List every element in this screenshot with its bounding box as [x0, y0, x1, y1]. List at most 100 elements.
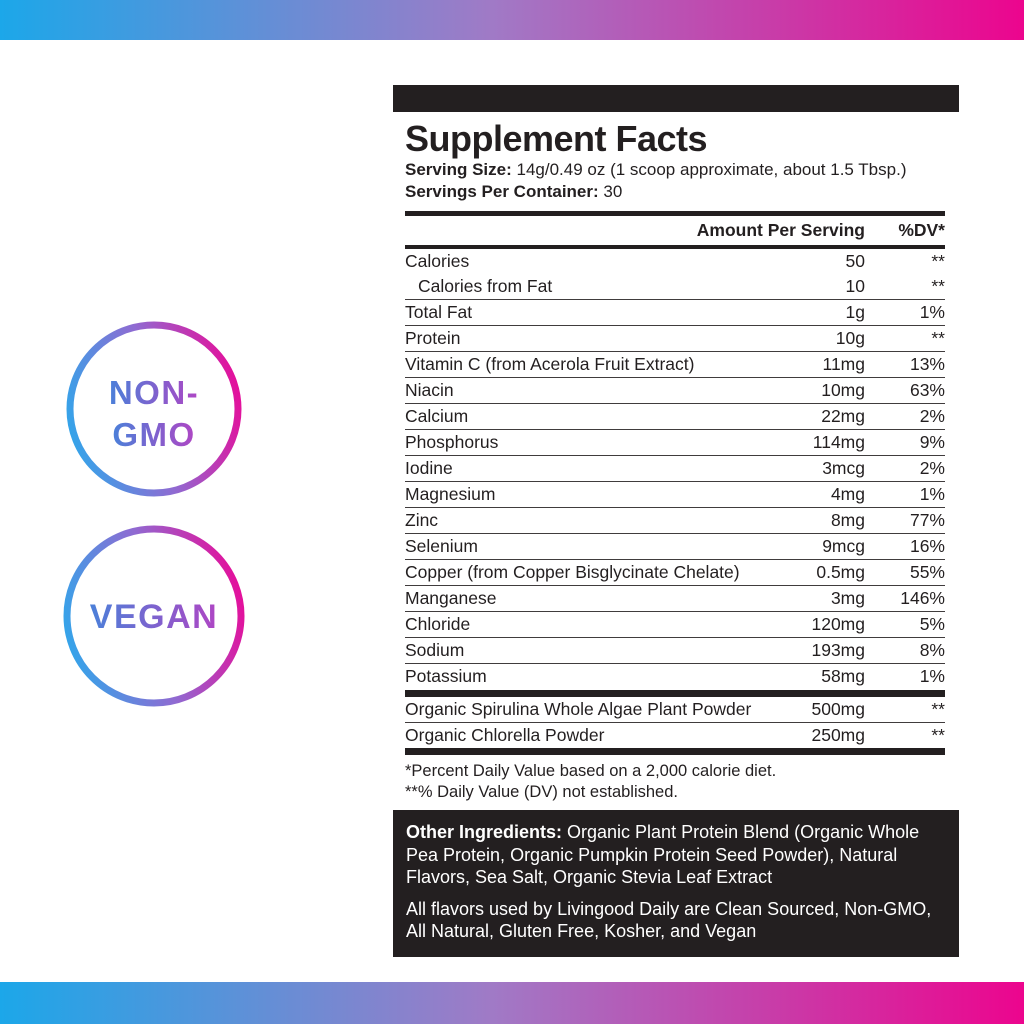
nutrient-rows: Calories 50 ** Calories from Fat 10 ** Total F… — [405, 249, 945, 689]
row-dv: 5% — [919, 614, 945, 634]
panel-top-bar — [393, 85, 959, 112]
table-row: Zinc 8mg 77% — [405, 507, 945, 533]
row-name: Niacin — [405, 380, 454, 400]
non-gmo-label-line1: NON- — [109, 374, 199, 411]
other-ingredients-text: Organic Plant Protein Blend (Organic Who… — [406, 822, 920, 887]
row-amount: 10mg — [821, 380, 865, 400]
thick-divider-bar — [405, 690, 945, 697]
row-dv: 9% — [919, 432, 945, 452]
row-name: Sodium — [405, 640, 465, 660]
row-name: Calories — [405, 251, 470, 271]
non-gmo-label-line2: GMO — [112, 416, 195, 453]
row-amount: 250mg — [811, 725, 865, 745]
table-row: Sodium 193mg 8% — [405, 637, 945, 663]
table-row: Manganese 3mg 146% — [405, 585, 945, 611]
row-amount: 22mg — [821, 406, 865, 426]
table-row: Protein 10g ** — [405, 325, 945, 351]
table-row: Organic Chlorella Powder 250mg ** — [405, 722, 945, 748]
row-name: Total Fat — [405, 302, 473, 322]
row-dv: ** — [931, 276, 945, 296]
table-row: Potassium 58mg 1% — [405, 663, 945, 689]
servings-per-container-line: Servings Per Container: 30 — [405, 181, 945, 203]
row-dv: 55% — [909, 562, 945, 582]
header-amount-per-serving: Amount Per Serving — [696, 220, 865, 240]
row-name: Chloride — [405, 614, 471, 634]
table-row: Calcium 22mg 2% — [405, 403, 945, 429]
row-amount: 50 — [845, 251, 865, 271]
row-amount: 3mg — [830, 588, 865, 608]
row-dv: 146% — [900, 588, 945, 608]
row-amount: 10 — [845, 276, 865, 296]
row-amount: 8mg — [830, 510, 865, 530]
row-dv: 1% — [919, 302, 945, 322]
servings-value: 30 — [598, 181, 623, 201]
footnotes: *Percent Daily Value based on a 2,000 ca… — [405, 755, 945, 810]
row-name: Copper (from Copper Bisglycinate Chelate… — [405, 562, 740, 582]
row-dv: 77% — [909, 510, 945, 530]
header-percent-dv: %DV* — [898, 220, 945, 240]
panel-title: Supplement Facts — [405, 118, 708, 159]
row-amount: 500mg — [811, 699, 865, 719]
table-row: Magnesium 4mg 1% — [405, 481, 945, 507]
row-name: Iodine — [405, 458, 453, 478]
non-gmo-badge-graphic: NON- GMO — [66, 321, 242, 497]
row-amount: 3mcg — [822, 458, 865, 478]
vegan-label: VEGAN — [90, 598, 218, 636]
table-row: Calories 50 ** — [405, 249, 945, 274]
row-amount: 114mg — [812, 432, 865, 452]
row-name: Selenium — [405, 536, 478, 556]
gradient-ring-icon — [66, 321, 242, 497]
table-row: Organic Spirulina Whole Algae Plant Powd… — [405, 697, 945, 722]
row-name: Calories from Fat — [418, 276, 553, 296]
flavors-paragraph: All flavors used by Livingood Daily are … — [406, 898, 932, 942]
non-gmo-badge: NON- GMO — [65, 320, 243, 503]
row-dv: 2% — [919, 458, 945, 478]
row-name: Phosphorus — [405, 432, 499, 452]
row-name: Calcium — [405, 406, 469, 426]
other-ingredients-label: Other Ingredients: — [406, 822, 563, 842]
table-row: Iodine 3mcg 2% — [405, 455, 945, 481]
other-ingredients-box: Other Ingredients: Organic Plant Protein… — [393, 810, 959, 957]
row-name: Vitamin C (from Acerola Fruit Extract) — [405, 354, 695, 374]
row-dv: ** — [931, 251, 945, 271]
footnote-dv-not-established: **% Daily Value (DV) not established. — [405, 782, 678, 801]
row-amount: 58mg — [821, 666, 865, 686]
row-amount: 9mcg — [822, 536, 865, 556]
row-dv: 2% — [919, 406, 945, 426]
table-row: Copper (from Copper Bisglycinate Chelate… — [405, 559, 945, 585]
table-row: Phosphorus 114mg 9% — [405, 429, 945, 455]
other-ingredients-paragraph: Other Ingredients: Organic Plant Protein… — [406, 821, 946, 889]
footnote-percent-dv: *Percent Daily Value based on a 2,000 ca… — [405, 762, 777, 780]
table-header-row: Amount Per Serving %DV* — [405, 211, 945, 249]
row-amount: 4mg — [830, 484, 865, 504]
gradient-ring-icon — [63, 525, 245, 707]
row-dv: 1% — [919, 484, 945, 504]
row-name: Organic Chlorella Powder — [405, 725, 605, 745]
supplement-facts-panel: Supplement Facts Serving Size: 14g/0.49 … — [393, 85, 959, 957]
row-name: Magnesium — [405, 484, 496, 504]
servings-label: Servings Per Container: — [405, 181, 599, 201]
row-name: Potassium — [405, 666, 487, 686]
serving-size-line: Serving Size: 14g/0.49 oz (1 scoop appro… — [405, 159, 945, 181]
row-dv: 13% — [909, 354, 945, 374]
row-amount: 193mg — [811, 640, 865, 660]
thick-divider-bar — [405, 748, 945, 755]
row-name: Manganese — [405, 588, 497, 608]
table-row: Vitamin C (from Acerola Fruit Extract) 11… — [405, 351, 945, 377]
row-amount: 11mg — [822, 354, 865, 374]
row-dv: 1% — [919, 666, 945, 686]
row-dv: ** — [931, 328, 945, 348]
table-row: Chloride 120mg 5% — [405, 611, 945, 637]
row-name: Organic Spirulina Whole Algae Plant Powd… — [405, 699, 752, 719]
bottom-gradient-bar — [0, 982, 1024, 1024]
row-amount: 0.5mg — [816, 562, 865, 582]
top-gradient-bar — [0, 0, 1024, 40]
vegan-badge: VEGAN — [62, 524, 246, 713]
serving-size-label: Serving Size: — [405, 160, 512, 179]
vegan-badge-graphic: VEGAN — [63, 525, 245, 707]
serving-size-value: 14g/0.49 oz (1 scoop approximate, about … — [511, 160, 907, 179]
row-dv: ** — [931, 699, 945, 719]
row-dv: 63% — [909, 380, 945, 400]
blend-rows: Organic Spirulina Whole Algae Plant Powd… — [405, 697, 945, 748]
